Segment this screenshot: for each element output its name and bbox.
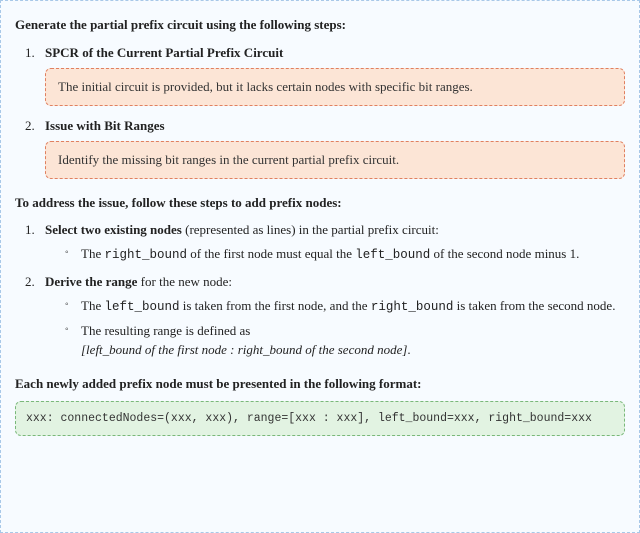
sub-list-item: ◦ The left_bound is taken from the first… (81, 296, 625, 317)
inline-code: right_bound (371, 300, 454, 314)
item-title: Issue with Bit Ranges (45, 118, 165, 133)
inline-code: right_bound (104, 248, 187, 262)
section2-heading: To address the issue, follow these steps… (15, 193, 625, 213)
list-item: 1. Select two existing nodes (represente… (45, 220, 625, 264)
sub-list: ◦ The left_bound is taken from the first… (45, 296, 625, 360)
bullet-text-pre: The (81, 298, 104, 313)
sub-list: ◦ The right_bound of the first node must… (45, 244, 625, 265)
callout-orange: The initial circuit is provided, but it … (45, 68, 625, 106)
list-item: 2. Issue with Bit Ranges Identify the mi… (45, 116, 625, 179)
bullet-text-post: is taken from the second node. (453, 298, 615, 313)
period: . (407, 342, 410, 357)
section1-heading: Generate the partial prefix circuit usin… (15, 15, 625, 35)
inline-code: left_bound (104, 300, 179, 314)
callout-green-code: xxx: connectedNodes=(xxx, xxx), range=[x… (15, 401, 625, 436)
item-title-bold: Derive the range (45, 274, 137, 289)
document-container: Generate the partial prefix circuit usin… (0, 0, 640, 533)
bullet-icon: ◦ (65, 245, 69, 260)
item-title-rest: (represented as lines) in the partial pr… (182, 222, 439, 237)
list-number: 2. (25, 272, 35, 292)
list-item: 2. Derive the range for the new node: ◦ … (45, 272, 625, 359)
list-number: 1. (25, 43, 35, 63)
bullet-text-mid: of the first node must equal the (187, 246, 355, 261)
italic-range: [left_bound of the first node : right_bo… (81, 342, 407, 357)
callout-orange: Identify the missing bit ranges in the c… (45, 141, 625, 179)
list-item: 1. SPCR of the Current Partial Prefix Ci… (45, 43, 625, 106)
list-number: 2. (25, 116, 35, 136)
bullet-text-mid: is taken from the first node, and the (179, 298, 370, 313)
item-title-bold: Select two existing nodes (45, 222, 182, 237)
section2-list: 1. Select two existing nodes (represente… (15, 220, 625, 360)
sub-list-item: ◦ The resulting range is defined as [lef… (81, 321, 625, 360)
list-number: 1. (25, 220, 35, 240)
inline-code: left_bound (355, 248, 430, 262)
bullet-text-post: of the second node minus 1. (430, 246, 579, 261)
bullet-icon: ◦ (65, 322, 69, 337)
section3-heading: Each newly added prefix node must be pre… (15, 374, 625, 394)
item-title-rest: for the new node: (137, 274, 232, 289)
bullet-icon: ◦ (65, 297, 69, 312)
bullet-text: The resulting range is defined as (81, 323, 250, 338)
item-title: SPCR of the Current Partial Prefix Circu… (45, 45, 283, 60)
bullet-text-pre: The (81, 246, 104, 261)
sub-list-item: ◦ The right_bound of the first node must… (81, 244, 625, 265)
section1-list: 1. SPCR of the Current Partial Prefix Ci… (15, 43, 625, 179)
